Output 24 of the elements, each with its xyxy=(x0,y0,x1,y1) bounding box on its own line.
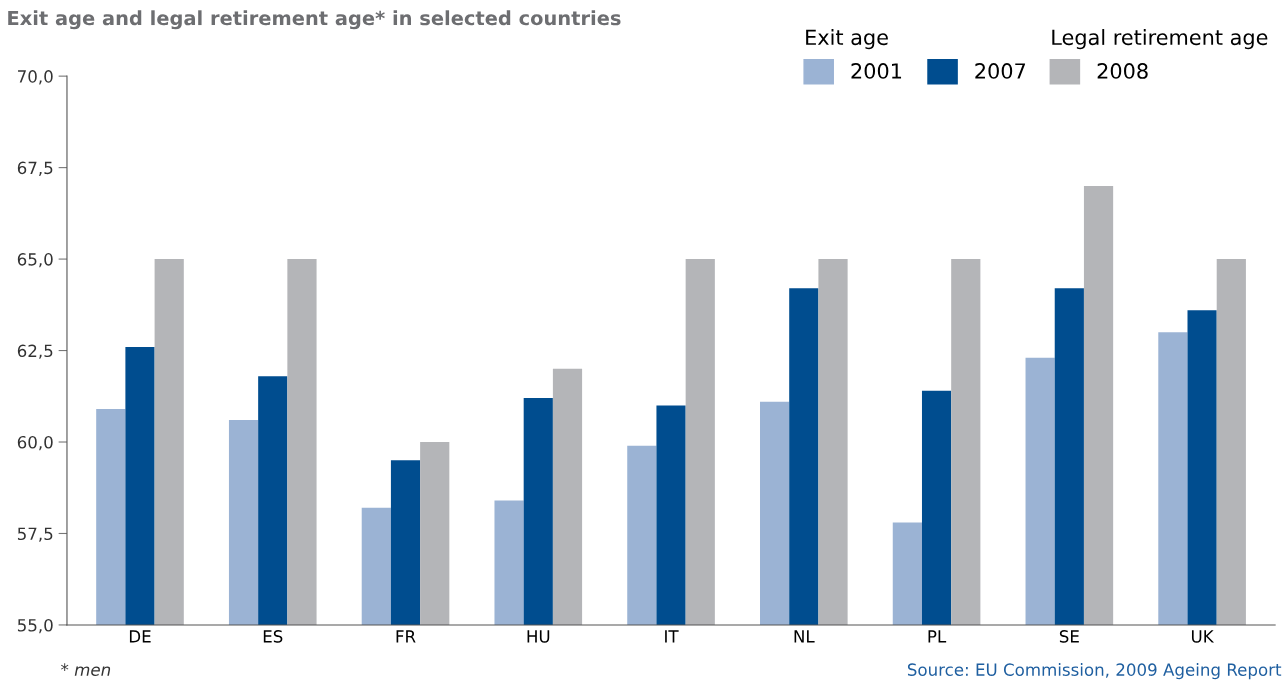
x-tick-label: UK xyxy=(1191,630,1215,643)
text: Exit age xyxy=(806,29,888,50)
y-tick-label: 55,0 xyxy=(17,618,53,634)
x-tick-label: ES xyxy=(263,630,283,643)
x-tick-label: SE xyxy=(1059,630,1079,643)
y-tick-label: 60,0 xyxy=(17,435,53,451)
legend-label: 2007 xyxy=(975,63,1026,79)
y-tick-label: 62,5 xyxy=(17,344,53,359)
legend-label: 2008 xyxy=(1097,63,1148,79)
x-tick-label: NL xyxy=(794,630,815,643)
y-tick-label: 67,5 xyxy=(17,161,53,176)
text: Legal retirement age xyxy=(1052,29,1268,50)
text: * men xyxy=(61,663,111,676)
x-tick-label: HU xyxy=(527,630,550,643)
x-tick-label: DE xyxy=(129,630,151,643)
source-note: Source: EU Commission, 2009 Ageing Report xyxy=(907,663,1282,680)
x-tick-label: IT xyxy=(665,630,679,643)
y-tick-label: 70,0 xyxy=(18,70,53,85)
y-tick-label: 57,5 xyxy=(17,527,53,542)
chart-title: Exit age and legal retirement age* in selected countries xyxy=(8,10,621,30)
x-tick-label: PL xyxy=(928,630,947,643)
x-tick-label: FR xyxy=(396,630,416,643)
y-tick-label: 65,0 xyxy=(17,253,53,268)
legend-label: 2001 xyxy=(851,63,902,79)
